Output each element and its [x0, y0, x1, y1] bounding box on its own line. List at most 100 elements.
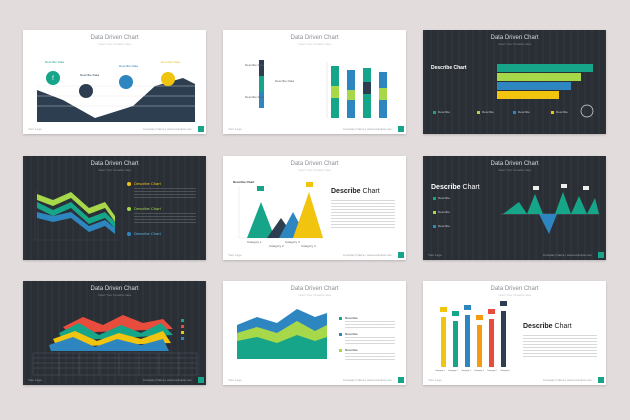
slide-title: Data Driven Chart — [490, 161, 539, 167]
slide-subtitle: Insert Your Creative Idea — [97, 42, 132, 46]
legend-label: Describe — [556, 110, 568, 114]
area-line-chart — [37, 78, 195, 122]
category-label: Category 2 — [269, 244, 284, 248]
pyramid-chart — [238, 182, 323, 239]
slide-3[interactable]: Data Driven Chart Insert Your Creative I… — [423, 30, 606, 134]
slide-5[interactable]: Data Driven Chart Insert Your Creative I… — [223, 156, 406, 260]
slide-7[interactable]: Data Driven Chart Insert Your Creative I… — [23, 281, 206, 385]
twitter-icon — [119, 75, 133, 89]
legend-markers — [433, 111, 554, 114]
slide-title: Data Driven Chart — [490, 286, 539, 292]
category-label: Category 3 — [285, 240, 300, 244]
slide-6[interactable]: Data Driven Chart Insert Your Creative I… — [423, 156, 606, 260]
svg-text:f: f — [52, 76, 54, 82]
series-label: Describe Chart — [134, 231, 161, 236]
slide-footer: Your Logo Company Name | www.example.com — [428, 253, 592, 257]
legend-label: Describe — [438, 110, 450, 114]
slide-subtitle: Insert Your Creative Idea — [497, 293, 532, 297]
slide-subtitle: Insert Your Creative Idea — [97, 168, 132, 172]
slide-subtitle: Insert Your Creative Idea — [497, 168, 532, 172]
slide-title: Data Driven Chart — [290, 286, 339, 292]
data-label: Describe Data — [275, 79, 295, 83]
describe-chart-heading: Describe Chart — [431, 184, 480, 191]
describe-chart-heading: Describe Chart — [523, 323, 572, 330]
chart-caption: Describe Chart — [233, 180, 255, 184]
text-placeholder — [331, 200, 395, 230]
slide-title: Data Driven Chart — [90, 161, 139, 167]
series-label: Describe Chart — [134, 181, 161, 186]
clock-icon — [580, 104, 594, 118]
text-placeholder — [134, 213, 196, 225]
callout-label: Describe Data — [119, 64, 139, 68]
page-number-badge — [198, 126, 204, 132]
slide-title: Data Driven Chart — [290, 35, 339, 41]
slide-subtitle: Insert Your Creative Idea — [297, 293, 332, 297]
legend-label: Describe — [482, 110, 494, 114]
describe-chart-heading: Describe Chart — [431, 65, 467, 71]
text-placeholder — [345, 353, 395, 361]
stacked-cylinder-chart — [259, 60, 387, 118]
callout-label: Describe Data — [80, 73, 100, 77]
slide-2[interactable]: Data Driven Chart Insert Your Creative I… — [223, 30, 406, 134]
slide-subtitle: Insert Your Creative Idea — [297, 42, 332, 46]
category-label: Category 6 — [500, 370, 510, 372]
page-number-badge — [398, 377, 404, 383]
text-placeholder — [523, 335, 597, 357]
email-icon — [79, 84, 93, 98]
slide-8[interactable]: Data Driven Chart Insert Your Creative I… — [223, 281, 406, 385]
3d-line-chart — [34, 182, 131, 241]
slide-footer: Your Logo Company Name | www.example.com — [28, 127, 192, 131]
slide-1[interactable]: Data Driven Chart Insert Your Creative I… — [23, 30, 206, 134]
slide-footer: Your Logo Company Name | www.example.com — [228, 253, 392, 257]
category-label: Category 3 — [461, 370, 471, 372]
social-icons: f — [46, 71, 175, 98]
3d-stacked-area-chart — [237, 309, 342, 359]
category-label: Category 5 — [487, 370, 497, 372]
describe-chart-heading: Describe Chart — [331, 188, 380, 195]
legend-label: Describe — [345, 332, 358, 336]
category-label: Category 2 — [448, 370, 458, 372]
slide-subtitle: Insert Your Creative Idea — [297, 168, 332, 172]
category-label: Category 4 — [301, 244, 316, 248]
legend-label: Describe — [438, 224, 450, 228]
horizontal-bar-chart — [497, 64, 594, 118]
3d-area-chart-with-table — [32, 315, 198, 376]
data-label: Describe Data — [245, 63, 265, 67]
data-label: Describe Data — [245, 95, 265, 99]
legend-label: Describe — [345, 316, 358, 320]
category-label: Category 1 — [435, 370, 445, 372]
legend-label: Describe — [438, 196, 450, 200]
callout-label: Describe Data — [161, 60, 181, 64]
test-tube-bar-chart — [440, 301, 507, 367]
slide-footer: Your Logo Company Name | www.example.com — [428, 378, 592, 382]
slide-footer: Your Logo Company Name | www.example.com — [28, 378, 192, 382]
slide-title: Data Driven Chart — [90, 286, 139, 292]
spike-area-chart — [433, 184, 599, 234]
facebook-icon — [46, 71, 60, 85]
slide-footer: Your Logo Company Name | www.example.com — [228, 127, 392, 131]
slide-4[interactable]: Data Driven Chart Insert Your Creative I… — [23, 156, 206, 260]
series-label: Describe Chart — [134, 206, 161, 211]
page-number-badge — [598, 252, 604, 258]
page-number-badge — [198, 377, 204, 383]
slide-footer: Your Logo Company Name | www.example.com — [228, 378, 392, 382]
category-label: Category 1 — [247, 240, 262, 244]
slide-subtitle: Insert Your Creative Idea — [97, 293, 132, 297]
legend-label: Describe — [438, 210, 450, 214]
slide-title: Data Driven Chart — [90, 35, 139, 41]
legend-label: Describe — [345, 348, 358, 352]
text-placeholder — [345, 321, 395, 329]
slide-subtitle: Insert Your Creative Idea — [497, 42, 532, 46]
text-placeholder — [134, 188, 196, 200]
slide-9[interactable]: Data Driven Chart Insert Your Creative I… — [423, 281, 606, 385]
category-label: Category 4 — [474, 370, 484, 372]
slide-title: Data Driven Chart — [290, 161, 339, 167]
page-number-badge — [598, 377, 604, 383]
share-icon — [161, 72, 175, 86]
callout-label: Describe Data — [45, 60, 65, 64]
legend-label: Describe — [518, 110, 530, 114]
page-number-badge — [398, 126, 404, 132]
text-placeholder — [345, 337, 395, 345]
slide-title: Data Driven Chart — [490, 35, 539, 41]
page-number-badge — [398, 252, 404, 258]
